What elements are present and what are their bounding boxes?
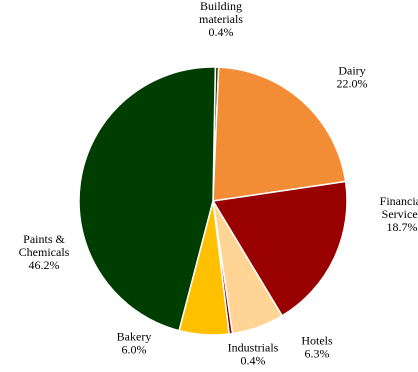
pie-label-name: Chemicals xyxy=(19,245,70,259)
pie-label-5: Bakery 6.0% xyxy=(117,330,152,357)
pie-slice-1 xyxy=(212,66,347,202)
pie-label-name: Building xyxy=(200,0,242,13)
pie-label-percent: 46.2% xyxy=(29,258,60,272)
pie-label-name: Services xyxy=(382,207,418,221)
pie-slice-6 xyxy=(78,66,217,332)
pie-label-2: FinancialServices18.7% xyxy=(380,194,418,234)
pie-labels: Buildingmaterials0.4%Dairy22.0%Financial… xyxy=(19,0,418,368)
pie-label-name: Financial xyxy=(380,194,418,208)
pie-slices xyxy=(78,66,348,336)
pie-label-name: Dairy xyxy=(338,64,365,78)
pie-label-percent: 6.3% xyxy=(305,347,330,361)
pie-label-6: Paints & Chemicals 46.2% xyxy=(19,232,70,272)
pie-label-name: Industrials xyxy=(228,341,279,355)
pie-label-3: Hotels 6.3% xyxy=(301,334,333,361)
pie-label-percent: 18.7% xyxy=(387,220,418,234)
pie-label-name: Bakery xyxy=(117,330,152,344)
pie-slice-2 xyxy=(212,180,348,317)
pie-label-0: Building materials 0.4% xyxy=(199,0,243,39)
pie-label-percent: 0.4% xyxy=(241,354,266,368)
pie-label-name: Hotels xyxy=(301,334,333,348)
pie-label-1: Dairy 22.0% xyxy=(337,64,368,91)
pie-label-percent: 6.0% xyxy=(122,343,147,357)
pie-label-4: Industrials 0.4% xyxy=(228,341,279,368)
pie-label-name: Paints & xyxy=(23,232,65,246)
pie-label-percent: 22.0% xyxy=(337,77,368,91)
pie-label-percent: 0.4% xyxy=(209,25,234,39)
pie-label-name: materials xyxy=(199,12,243,26)
